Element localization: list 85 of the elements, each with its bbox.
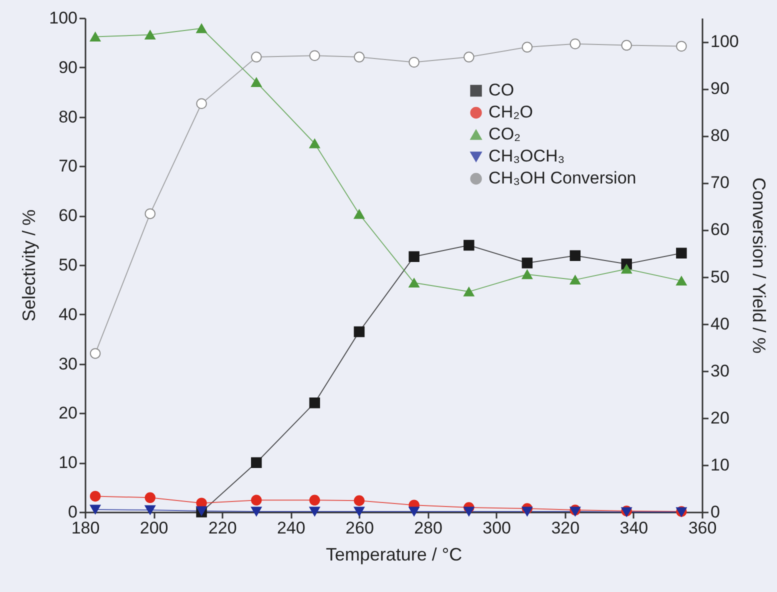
x-tick-label: 360: [688, 518, 717, 538]
point: [251, 78, 262, 87]
y-tick-label: 30: [58, 354, 78, 374]
y-tick-label: 90: [58, 58, 78, 77]
y-tick-label: 20: [58, 404, 78, 423]
point: [522, 258, 533, 268]
x-tick-label: 300: [482, 518, 512, 538]
point: [464, 286, 474, 296]
point: [408, 56, 420, 68]
point: [90, 504, 101, 514]
point: [408, 506, 420, 516]
point: [570, 38, 581, 50]
point: [196, 24, 207, 34]
x-tick-label: 200: [140, 518, 168, 538]
y2-tick-label: 60: [710, 220, 730, 240]
point: [144, 208, 156, 220]
legend-label: CO: [488, 80, 514, 100]
y2-tick-label: 80: [710, 126, 730, 146]
point: [676, 276, 687, 286]
y2-tick-label: 90: [710, 79, 730, 98]
point: [621, 264, 632, 274]
x-tick-label: 340: [620, 518, 648, 538]
x-tick-label: 320: [551, 518, 580, 538]
point: [354, 495, 365, 506]
y-tick-label: 80: [58, 107, 78, 126]
y2-tick-label: 50: [710, 267, 730, 286]
point: [251, 494, 262, 506]
point: [408, 251, 420, 262]
y2-tick-label: 40: [710, 314, 730, 334]
point: [464, 240, 474, 251]
point: [90, 348, 101, 359]
point: [309, 50, 320, 61]
y-tick-label: 70: [58, 156, 78, 176]
y2-tick-label: 10: [710, 455, 730, 474]
point: [251, 506, 262, 516]
point: [144, 30, 156, 40]
y2-tick-label: 30: [710, 361, 730, 380]
point: [309, 138, 320, 148]
y-tick-label: 60: [58, 206, 78, 226]
legend-label: CO₂: [488, 124, 521, 144]
point: [464, 52, 474, 62]
point: [570, 275, 581, 285]
legend-label: CH₂O: [488, 102, 533, 122]
point: [522, 270, 533, 280]
point: [522, 42, 533, 53]
point: [309, 397, 320, 408]
y2-tick-label: 100: [710, 32, 739, 52]
point: [251, 457, 262, 468]
point: [309, 506, 320, 516]
x-tick-label: 280: [414, 518, 442, 538]
point: [621, 40, 632, 51]
y2-tick-label: 70: [710, 173, 730, 192]
x-tick-label: 180: [71, 518, 100, 538]
point: [408, 278, 420, 288]
point: [354, 52, 365, 62]
point: [144, 505, 156, 515]
y2-tick-label: 0: [710, 502, 720, 522]
point: [196, 98, 207, 109]
point: [309, 494, 320, 506]
point: [676, 40, 687, 52]
y-axis-title: Selectivity / %: [19, 209, 40, 322]
point: [144, 492, 156, 504]
point: [570, 250, 581, 261]
y2-axis-title: Conversion / Yield / %: [748, 177, 769, 354]
point: [251, 52, 262, 62]
y-tick-label: 50: [58, 256, 78, 274]
point: [354, 209, 365, 219]
x-tick-label: 260: [346, 518, 374, 538]
y-tick-label: 0: [68, 502, 78, 522]
y-tick-label: 10: [58, 453, 78, 472]
point: [464, 506, 474, 516]
point: [90, 490, 101, 502]
point: [90, 32, 101, 42]
x-tick-label: 220: [208, 518, 237, 538]
legend-label: CH₃OCH₃: [488, 146, 565, 166]
x-axis-title: Temperature / °C: [326, 544, 462, 564]
y-tick-label: 40: [58, 304, 78, 324]
x-tick-label: 240: [276, 518, 306, 538]
legend-label: CH₃OH Conversion: [488, 168, 636, 188]
y-tick-label: 100: [49, 8, 78, 28]
point: [522, 506, 533, 516]
point: [354, 326, 365, 338]
y2-tick-label: 20: [710, 408, 730, 428]
point: [354, 506, 365, 516]
point: [676, 248, 687, 259]
